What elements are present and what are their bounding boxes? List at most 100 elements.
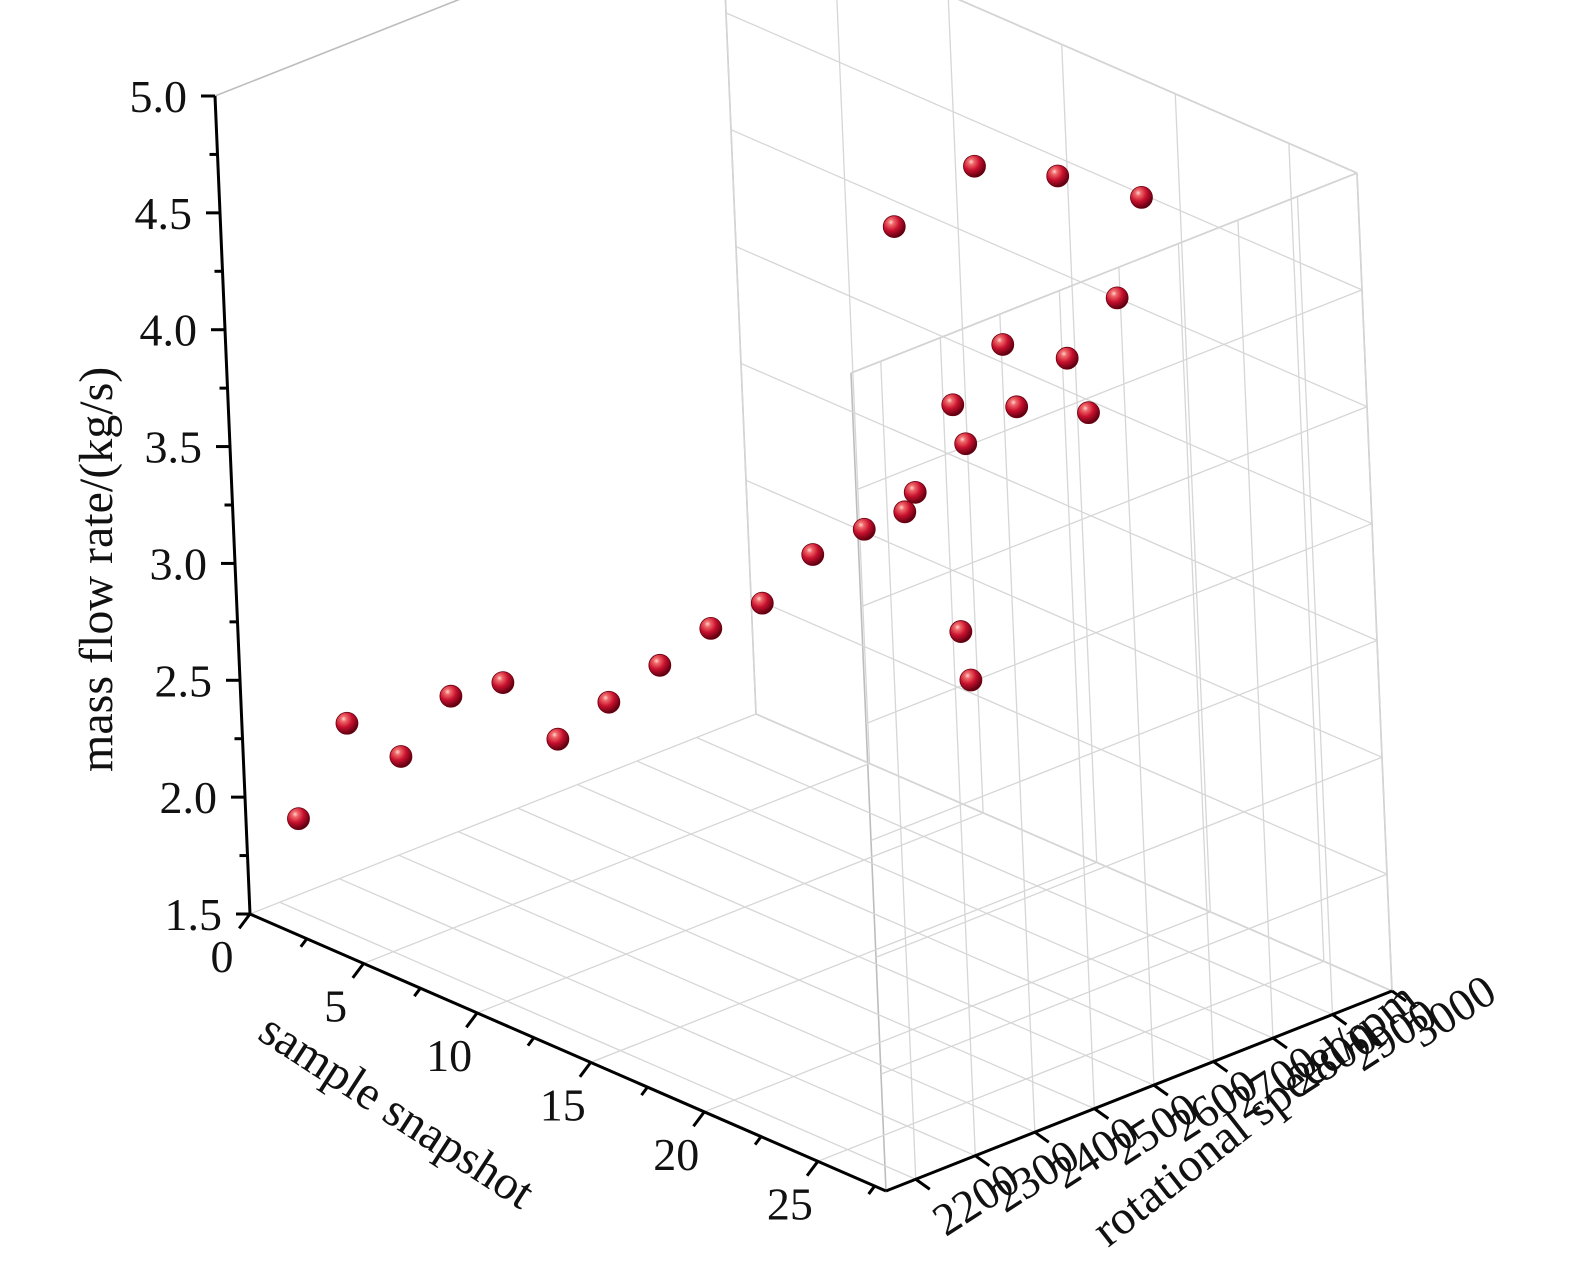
grid-line-y-floor	[755, 713, 1393, 992]
grid-line-y-floor	[279, 901, 917, 1180]
grid-line-y-sidewall	[999, 314, 1036, 1133]
x-axis-title: sample snapshot	[250, 1003, 544, 1220]
x-tick-label: 15	[540, 1079, 586, 1130]
z-tick-label: 2.5	[155, 655, 213, 706]
scatter-point	[699, 616, 723, 640]
scatter-point	[287, 807, 310, 831]
x-axis-line	[249, 912, 887, 1193]
scatter-point	[335, 711, 359, 735]
scatter-point	[1077, 401, 1100, 425]
grid-line-x-floor	[817, 960, 1325, 1162]
y-tick-mark	[1153, 1083, 1169, 1097]
grid-line-y-floor	[339, 878, 976, 1157]
grid-line-y-floor	[398, 854, 1036, 1133]
scatter-point	[439, 684, 463, 708]
x-minor-tick-mark	[526, 1036, 536, 1047]
y-tick-mark	[1033, 1130, 1050, 1144]
scatter-point	[959, 668, 983, 692]
scatter-point	[1130, 185, 1153, 209]
axis-layer	[201, 94, 1407, 1195]
grid-line-y-floor	[696, 736, 1333, 1016]
z-tick-label: 5.0	[130, 71, 188, 122]
grid-line-x-backwall	[836, 0, 871, 764]
scatter-point	[1046, 164, 1070, 188]
grid-line-y-sidewall	[1177, 243, 1215, 1062]
grid-line-x-backwall	[1288, 143, 1325, 962]
grid-line-z-sidewall	[855, 289, 1363, 491]
box-edge	[724, 0, 757, 715]
scatter-point	[882, 215, 906, 239]
x-tick-label: 10	[426, 1030, 472, 1081]
scatter-point	[597, 690, 621, 714]
grid-line-y-sidewall	[1058, 290, 1096, 1109]
grid-line-x-floor	[590, 861, 1097, 1063]
x-tick-mark	[805, 1160, 820, 1177]
z-tick-label: 3.0	[150, 538, 208, 589]
scatter-point	[491, 671, 515, 695]
grid-line-z-backwall	[958, 0, 1358, 174]
y-tick-mark	[914, 1178, 931, 1191]
grid-line-z-sidewall	[865, 522, 1373, 725]
z-tick-label: 2.0	[160, 772, 218, 823]
grid-line-z-sidewall	[870, 639, 1378, 842]
y-tick-mark	[1331, 1013, 1348, 1026]
scatter-point	[941, 393, 965, 417]
box-edge	[957, 0, 1358, 174]
x-tick-mark	[351, 962, 365, 979]
scatter-point	[801, 543, 825, 566]
scatter-point	[648, 653, 672, 677]
grid-layer	[214, 0, 1393, 1192]
scatter-point	[903, 480, 927, 504]
box-edge	[850, 372, 887, 1192]
y-axis-line	[885, 989, 1393, 1193]
z-tick-label: 3.5	[145, 422, 203, 473]
scatter-point	[991, 333, 1015, 356]
z-tick-label: 1.5	[165, 889, 223, 940]
points-layer	[287, 154, 1153, 831]
y-tick-mark	[1212, 1060, 1229, 1073]
x-tick-label: 25	[767, 1178, 813, 1229]
x-tick-mark	[465, 1012, 479, 1029]
z-axis-title: mass flow rate/(kg/s)	[70, 367, 123, 772]
grid-line-z-backwall	[725, 12, 1363, 291]
scatter-point	[852, 517, 876, 541]
x-minor-tick-mark	[753, 1135, 763, 1146]
grid-line-z-sidewall	[860, 406, 1368, 608]
grid-line-z-sidewall	[880, 873, 1388, 1075]
scatter-point	[893, 500, 917, 524]
grid-line-x-backwall	[1174, 93, 1211, 912]
grid-line-z-sidewall	[875, 756, 1383, 958]
x-minor-tick-mark	[299, 937, 308, 948]
x-tick-mark	[692, 1110, 706, 1128]
grid-line-y-sidewall	[939, 337, 976, 1156]
scatter-point	[1005, 395, 1029, 419]
scatter-point	[750, 591, 774, 615]
grid-line-y-sidewall	[1118, 267, 1155, 1086]
scatter-point	[954, 432, 978, 456]
x-minor-tick-mark	[867, 1185, 876, 1195]
grid-line-x-floor	[704, 911, 1211, 1113]
scatter-point	[546, 727, 570, 751]
x-minor-tick-mark	[640, 1086, 649, 1097]
y-tick-mark	[1391, 989, 1407, 1003]
scatter-point	[1105, 286, 1129, 310]
grid-line-z-backwall	[730, 129, 1368, 408]
grid-line-z-backwall	[750, 596, 1388, 875]
grid-line-y-sidewall	[1237, 220, 1274, 1039]
x-tick-label: 0	[211, 931, 234, 982]
grid-line-x-floor	[476, 812, 984, 1014]
y-tick-mark	[1272, 1036, 1288, 1050]
x-tick-label: 5	[324, 980, 347, 1031]
grid-line-x-backwall	[724, 0, 757, 715]
scatter-point	[949, 620, 973, 643]
x-minor-tick-mark	[413, 987, 422, 998]
x-tick-mark	[578, 1061, 592, 1078]
scatter-point	[389, 745, 413, 768]
grid-line-y-sidewall	[880, 361, 917, 1180]
y-tick-mark	[974, 1154, 991, 1167]
grid-line-z-backwall	[740, 362, 1378, 642]
grid-line-z-backwall	[745, 479, 1383, 758]
x-tick-mark	[237, 913, 252, 930]
